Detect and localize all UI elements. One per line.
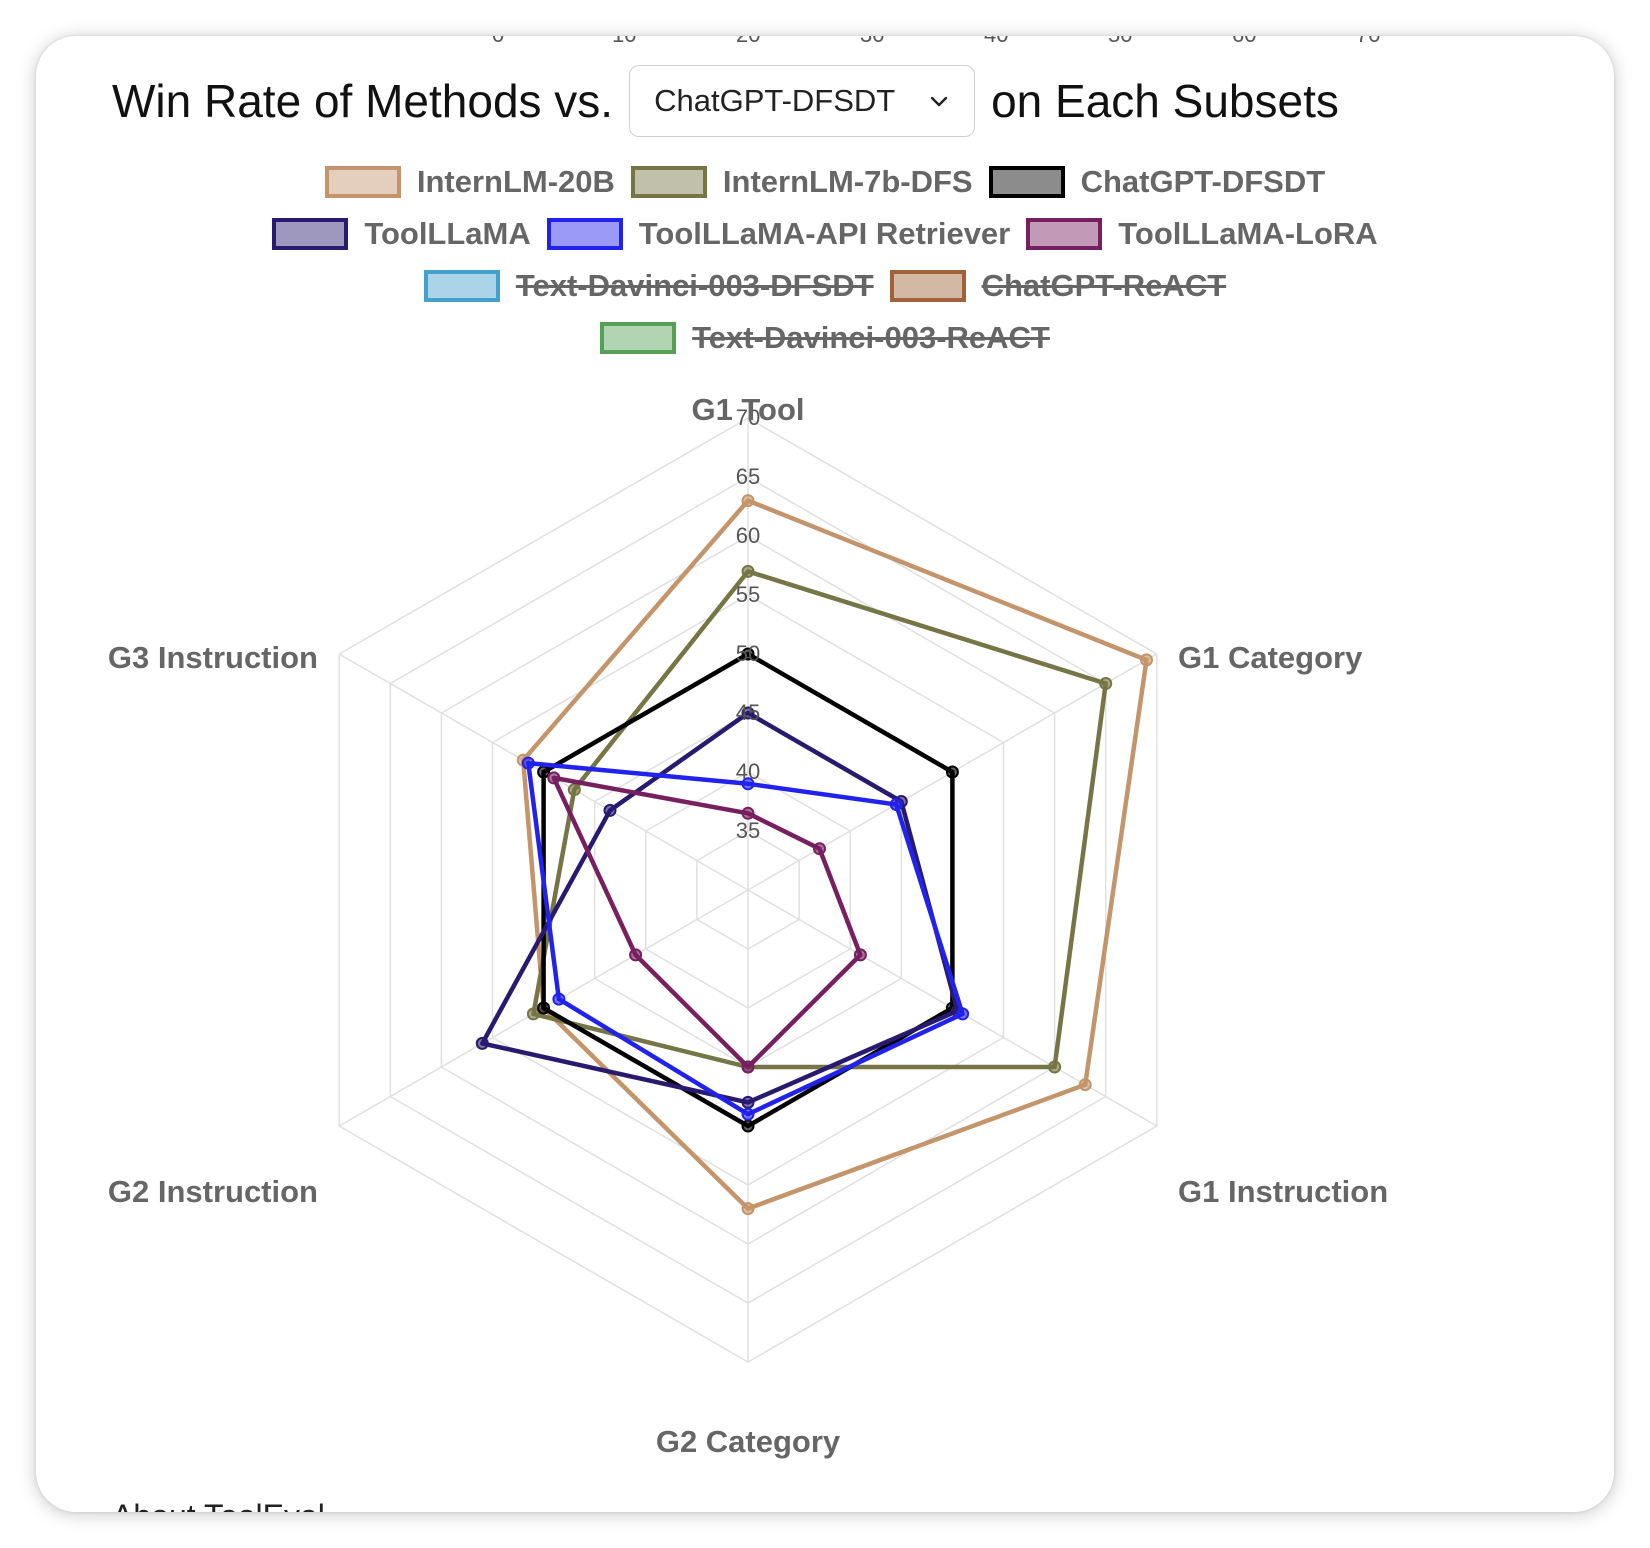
- legend-item-internlm-7b-dfs[interactable]: InternLM-7b-DFS: [630, 164, 973, 200]
- series-line: [520, 498, 1149, 1211]
- title-prefix: Win Rate of Methods vs.: [112, 75, 614, 127]
- axis-label: G2 Category: [656, 1424, 841, 1459]
- legend-item-text-davinci-003-dfsdt[interactable]: Text-Davinci-003-DFSDT: [423, 268, 874, 304]
- legend-row: InternLM-20B InternLM-7b-DFS ChatGPT-DFS…: [36, 156, 1614, 208]
- data-point: [741, 1095, 755, 1109]
- radial-tick-label: 60: [736, 523, 760, 548]
- radial-tick-label: 45: [736, 700, 760, 725]
- data-point: [741, 706, 755, 720]
- cut-tick-label: 30: [860, 36, 884, 48]
- cut-tick-label: 40: [984, 36, 1008, 48]
- data-point: [741, 777, 755, 791]
- axis-label: G2 Instruction: [108, 1174, 318, 1209]
- data-point: [537, 1001, 551, 1015]
- data-point: [741, 1060, 755, 1074]
- legend-label: ChatGPT-DFSDT: [1080, 164, 1326, 199]
- legend-swatch: [1026, 218, 1103, 250]
- cut-tick-label: 0: [492, 36, 504, 48]
- legend-swatch: [988, 166, 1065, 198]
- data-point: [1140, 653, 1153, 667]
- radial-tick-label: 65: [736, 464, 760, 489]
- baseline-select-value: ChatGPT-DFSDT: [654, 83, 896, 118]
- legend-row: ToolLLaMA ToolLLaMA-API Retriever ToolLL…: [36, 208, 1614, 260]
- data-point: [889, 798, 903, 811]
- legend-item-toolllama-lora[interactable]: ToolLLaMA-LoRA: [1026, 216, 1378, 252]
- legend-label: Text-Davinci-003-ReACT: [692, 320, 1050, 355]
- data-point: [741, 647, 755, 661]
- title-suffix: on Each Subsets: [991, 75, 1339, 127]
- data-point: [603, 803, 617, 817]
- axis-label: G1 Category: [1178, 640, 1363, 675]
- chart-title: Win Rate of Methods vs. ChatGPT-DFSDT on…: [112, 56, 1339, 146]
- data-point: [1048, 1060, 1062, 1074]
- legend-item-toolllama-api-retriever[interactable]: ToolLLaMA-API Retriever: [546, 216, 1011, 252]
- legend-swatch: [630, 166, 707, 198]
- data-point: [526, 1007, 540, 1021]
- footer-cut-text: About ToolEval: [112, 1498, 325, 1512]
- legend-swatch: [423, 270, 500, 302]
- data-point: [813, 842, 826, 856]
- cut-tick-label: 10: [612, 36, 636, 48]
- legend-label: ChatGPT-ReACT: [981, 268, 1227, 303]
- data-point: [956, 1007, 970, 1021]
- data-point: [1099, 677, 1113, 690]
- legend-item-internlm-20b[interactable]: InternLM-20B: [324, 164, 615, 200]
- cut-tick-label: 60: [1232, 36, 1256, 48]
- radial-tick-label: 35: [736, 818, 760, 843]
- data-point: [521, 756, 535, 770]
- legend-item-chatgpt-dfsdt[interactable]: ChatGPT-DFSDT: [988, 164, 1326, 200]
- legend-swatch: [546, 218, 623, 250]
- legend-label: ToolLLaMA-API Retriever: [638, 216, 1011, 251]
- chevron-down-icon: [930, 96, 948, 107]
- legend-item-toolllama[interactable]: ToolLLaMA: [272, 216, 531, 252]
- legend-label: ToolLLaMA-LoRA: [1118, 216, 1378, 251]
- data-point: [537, 765, 551, 779]
- data-point: [547, 771, 561, 785]
- legend-swatch: [272, 218, 349, 250]
- data-point: [741, 1107, 755, 1121]
- data-point: [552, 992, 566, 1006]
- baseline-select[interactable]: ChatGPT-DFSDT: [629, 65, 976, 137]
- legend-swatch: [324, 166, 401, 198]
- radial-tick-label: 70: [736, 405, 760, 430]
- data-point: [945, 765, 959, 779]
- cut-tick-label: 20: [736, 36, 760, 48]
- legend-item-text-davinci-003-react[interactable]: Text-Davinci-003-ReACT: [600, 320, 1050, 356]
- legend-label: Text-Davinci-003-DFSDT: [515, 268, 874, 303]
- cut-tick-label: 70: [1356, 36, 1380, 48]
- data-point: [567, 783, 581, 797]
- axis-label: G3 Instruction: [108, 640, 318, 675]
- data-point: [1078, 1078, 1092, 1092]
- radial-tick-label: 40: [736, 759, 760, 784]
- chart-card: 0 10 20 30 40 50 60 70 Win Rate of Metho…: [36, 36, 1614, 1512]
- data-point: [741, 564, 755, 578]
- legend-row: Text-Davinci-003-DFSDT ChatGPT-ReACT: [36, 260, 1614, 312]
- data-point: [741, 806, 755, 820]
- legend-swatch: [600, 322, 677, 354]
- radial-tick-label: 55: [736, 582, 760, 607]
- legend-row: Text-Davinci-003-ReACT: [36, 312, 1614, 364]
- radial-tick-label: 50: [736, 641, 760, 666]
- cut-tick-label: 50: [1108, 36, 1132, 48]
- legend-label: InternLM-7b-DFS: [722, 164, 973, 199]
- axis-label: G1 Tool: [691, 392, 804, 427]
- data-point: [475, 1036, 489, 1050]
- legend-label: InternLM-20B: [416, 164, 615, 199]
- data-point: [853, 948, 867, 962]
- legend-item-chatgpt-react[interactable]: ChatGPT-ReACT: [889, 268, 1227, 304]
- data-point: [741, 494, 755, 508]
- legend: InternLM-20B InternLM-7b-DFS ChatGPT-DFS…: [36, 156, 1614, 364]
- data-point: [741, 1119, 755, 1133]
- axis-label: G1 Instruction: [1178, 1174, 1388, 1209]
- data-point: [741, 1202, 755, 1216]
- legend-label: ToolLLaMA: [364, 216, 531, 251]
- data-point: [629, 948, 643, 962]
- legend-swatch: [889, 270, 966, 302]
